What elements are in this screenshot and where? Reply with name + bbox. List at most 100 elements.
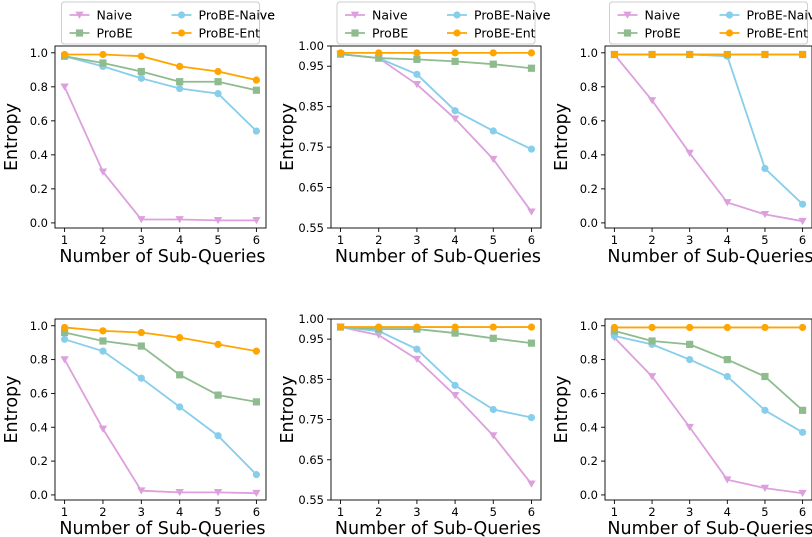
data-point xyxy=(798,50,807,59)
x-tick-label: 3 xyxy=(413,505,420,519)
data-point xyxy=(761,50,769,59)
data-point xyxy=(798,217,807,225)
legend-swatch-marker xyxy=(623,29,632,37)
legend-label: ProBE xyxy=(372,26,408,41)
x-tick-label: 5 xyxy=(761,505,768,519)
y-tick-label: 0.85 xyxy=(298,372,324,386)
data-point xyxy=(98,168,108,176)
y-tick-label: 0.65 xyxy=(298,453,324,467)
x-tick-label: 3 xyxy=(138,233,145,247)
x-tick-label: 6 xyxy=(799,505,806,519)
y-tick-label: 0.2 xyxy=(30,182,48,196)
data-point xyxy=(214,340,222,348)
legend-item: ProBE-Naive xyxy=(171,8,276,23)
legend-item: ProBE-Ent xyxy=(447,26,536,41)
data-point xyxy=(137,328,145,337)
x-tick-label: 3 xyxy=(686,505,693,519)
data-point xyxy=(489,127,497,135)
series-line xyxy=(64,53,257,81)
data-point xyxy=(798,323,807,332)
legend-label: Naive xyxy=(372,8,408,23)
data-point xyxy=(137,74,145,82)
data-point xyxy=(375,323,383,331)
data-point xyxy=(451,323,459,331)
data-point xyxy=(610,50,619,59)
y-tick-label: 0.0 xyxy=(580,488,598,502)
data-point xyxy=(527,339,536,347)
data-point xyxy=(176,371,184,379)
data-point xyxy=(451,57,459,65)
x-tick-label: 4 xyxy=(176,505,183,519)
data-point xyxy=(451,381,459,389)
legend-item: ProBE-Naive xyxy=(447,8,551,23)
data-point xyxy=(214,432,222,440)
y-tick-label: 0.6 xyxy=(580,386,598,400)
data-point xyxy=(489,323,497,331)
data-point xyxy=(214,391,222,399)
y-tick-label: 0.6 xyxy=(30,114,48,128)
legend-item: ProBE-Ent xyxy=(171,26,260,41)
y-tick-label: 1.0 xyxy=(30,319,48,333)
data-point xyxy=(648,323,656,332)
y-tick-label: 0.75 xyxy=(298,413,324,427)
data-point xyxy=(686,323,694,332)
legend-box xyxy=(609,1,808,45)
series-line xyxy=(64,338,258,476)
data-point xyxy=(252,127,261,135)
legend-label: ProBE-Naive xyxy=(199,8,276,23)
series-line xyxy=(64,326,257,353)
x-tick-label: 3 xyxy=(413,233,420,247)
y-tick-label: 1.00 xyxy=(298,312,324,326)
legend-swatch-marker xyxy=(453,11,461,19)
data-point xyxy=(252,489,261,498)
legend-label: Naive xyxy=(645,8,681,23)
data-point xyxy=(413,49,421,57)
y-tick-label: 0.4 xyxy=(30,420,48,434)
data-point xyxy=(413,55,421,63)
series-probe-ent xyxy=(60,323,261,355)
x-axis-label: Number of Sub-Queries xyxy=(607,247,812,267)
data-point xyxy=(527,480,536,488)
data-point xyxy=(685,423,694,432)
legend-label: ProBE-Ent xyxy=(747,26,809,41)
y-axis-label: Entropy xyxy=(278,376,298,444)
data-point xyxy=(60,335,69,343)
x-tick-label: 5 xyxy=(214,505,221,519)
data-point xyxy=(647,97,657,105)
data-point xyxy=(375,54,383,62)
legend-label: ProBE-Naive xyxy=(747,8,812,23)
legend-swatch-marker xyxy=(453,29,461,37)
y-tick-label: 1.0 xyxy=(580,319,598,333)
data-point xyxy=(686,340,694,348)
legend-box xyxy=(61,1,260,45)
data-point xyxy=(723,355,731,364)
legend-item: Naive xyxy=(617,8,681,23)
data-point xyxy=(761,406,769,414)
data-point xyxy=(176,78,184,86)
legend-swatch-marker xyxy=(75,11,84,19)
data-point xyxy=(336,323,345,331)
series-line xyxy=(340,326,532,419)
data-point xyxy=(648,50,656,59)
series-probe-naive xyxy=(60,52,261,135)
series-line xyxy=(63,359,257,495)
data-point xyxy=(451,329,459,337)
data-point xyxy=(137,342,145,350)
data-point xyxy=(527,145,536,153)
data-point xyxy=(610,323,619,332)
data-point xyxy=(60,50,69,59)
plot-frame xyxy=(604,318,812,501)
data-point xyxy=(99,347,107,355)
y-tick-label: 0.0 xyxy=(580,216,598,230)
y-tick-label: 0.0 xyxy=(30,488,48,502)
legend-swatch-marker xyxy=(350,11,360,19)
legend-swatch-marker xyxy=(351,29,359,37)
y-tick-label: 0.65 xyxy=(298,181,324,195)
data-point xyxy=(99,50,107,59)
plot-frame xyxy=(330,318,542,501)
y-tick-label: 0.4 xyxy=(580,148,598,162)
data-point xyxy=(648,337,656,345)
